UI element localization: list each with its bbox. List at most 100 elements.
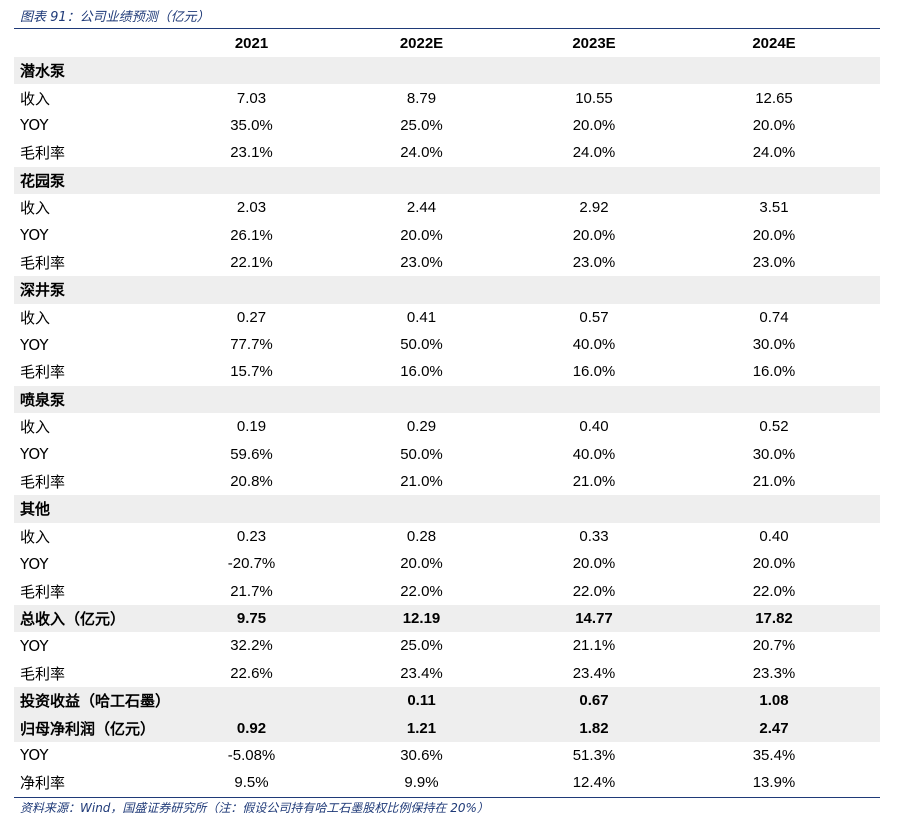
header-year-2024e: 2024E bbox=[752, 35, 796, 52]
value-cell: 35.0% bbox=[230, 116, 273, 134]
value-cell: 77.7% bbox=[230, 336, 273, 354]
value-cell: 1.08 bbox=[759, 692, 789, 710]
row-label: 收入 bbox=[20, 89, 51, 108]
value-cell: 20.0% bbox=[752, 555, 796, 573]
value-cell: 20.8% bbox=[230, 473, 273, 491]
value-cell: 21.1% bbox=[572, 637, 616, 655]
total-row: 投资收益（哈工石墨） 0.11 0.67 1.08 bbox=[14, 686, 880, 715]
value-cell: 40.0% bbox=[572, 445, 616, 463]
value-cell: 0.40 bbox=[579, 418, 609, 436]
forecast-table: 2021 2022E 2023E 2024E 潜水泵 收入 7.03 8.79 10.5… bbox=[14, 30, 880, 797]
table-row: 收入 0.27 0.41 0.57 0.74 bbox=[14, 304, 880, 331]
value-cell: 23.1% bbox=[230, 144, 273, 162]
bottom-rule bbox=[14, 797, 880, 798]
value-cell: 25.0% bbox=[400, 116, 443, 134]
value-cell: 0.19 bbox=[236, 418, 267, 436]
row-label: 投资收益（哈工石墨） bbox=[20, 692, 171, 711]
table-row: 收入 2.03 2.44 2.92 3.51 bbox=[14, 194, 880, 221]
value-cell: 22.0% bbox=[572, 582, 616, 600]
row-label: 毛利率 bbox=[20, 253, 66, 272]
section-row: 深井泵 bbox=[14, 276, 880, 304]
value-cell: 22.0% bbox=[400, 582, 443, 600]
value-cell: 22.1% bbox=[230, 253, 273, 271]
value-cell: 0.33 bbox=[579, 527, 609, 545]
value-cell: 0.29 bbox=[406, 418, 437, 436]
value-cell: 0.52 bbox=[759, 418, 789, 436]
value-cell: 35.4% bbox=[752, 746, 796, 764]
section-row: 潜水泵 bbox=[14, 57, 880, 85]
value-cell: 9.5% bbox=[234, 774, 269, 792]
value-cell: 14.77 bbox=[575, 610, 613, 627]
row-label: YOY bbox=[20, 335, 49, 354]
value-cell: 0.67 bbox=[579, 692, 609, 710]
value-cell: 12.4% bbox=[572, 774, 616, 792]
value-cell: 30.0% bbox=[752, 445, 796, 463]
table-row: 净利率 9.5% 9.9% 12.4% 13.9% bbox=[14, 769, 880, 796]
table-row: YOY 59.6% 50.0% 40.0% 30.0% bbox=[14, 440, 880, 467]
row-label: 花园泵 bbox=[20, 171, 66, 190]
value-cell: 21.7% bbox=[230, 582, 273, 600]
value-cell: 20.0% bbox=[752, 226, 796, 244]
row-label: 归母净利润（亿元） bbox=[20, 719, 156, 738]
value-cell: 13.9% bbox=[752, 774, 796, 792]
value-cell: 26.1% bbox=[230, 226, 273, 244]
row-label: 收入 bbox=[20, 418, 51, 437]
row-label: 深井泵 bbox=[20, 281, 66, 300]
total-row: 总收入（亿元） 9.75 12.19 14.77 17.82 bbox=[14, 604, 880, 633]
value-cell: 8.79 bbox=[406, 89, 437, 107]
value-cell: 0.40 bbox=[759, 527, 789, 545]
row-label: 毛利率 bbox=[20, 363, 66, 382]
value-cell: 17.82 bbox=[755, 610, 793, 627]
table-row: YOY 26.1% 20.0% 20.0% 20.0% bbox=[14, 221, 880, 248]
value-cell: 21.0% bbox=[752, 473, 796, 491]
value-cell: 23.4% bbox=[400, 664, 443, 682]
value-cell: 2.03 bbox=[236, 199, 267, 217]
value-cell: 0.28 bbox=[406, 527, 437, 545]
table-row: 收入 7.03 8.79 10.55 12.65 bbox=[14, 84, 880, 111]
value-cell: 7.03 bbox=[236, 89, 267, 107]
value-cell: 2.92 bbox=[579, 199, 609, 217]
row-label: 毛利率 bbox=[20, 473, 66, 492]
value-cell: 59.6% bbox=[230, 445, 273, 463]
table-row: YOY -5.08% 30.6% 51.3% 35.4% bbox=[14, 742, 880, 769]
value-cell: 23.0% bbox=[572, 253, 616, 271]
value-cell: 9.75 bbox=[236, 610, 267, 627]
row-label: 毛利率 bbox=[20, 664, 66, 683]
value-cell: 12.19 bbox=[402, 610, 441, 627]
value-cell: 16.0% bbox=[572, 363, 616, 381]
value-cell: 30.0% bbox=[752, 336, 796, 354]
row-label: YOY bbox=[20, 636, 49, 655]
value-cell: -5.08% bbox=[227, 746, 276, 764]
value-cell: 16.0% bbox=[752, 363, 796, 381]
row-label: 总收入（亿元） bbox=[20, 610, 126, 628]
row-label: YOY bbox=[20, 226, 49, 245]
value-cell: 20.0% bbox=[572, 555, 616, 573]
table-row: 毛利率 21.7% 22.0% 22.0% 22.0% bbox=[14, 577, 880, 604]
value-cell: 0.41 bbox=[406, 308, 437, 326]
table-row: YOY 77.7% 50.0% 40.0% 30.0% bbox=[14, 331, 880, 358]
row-label: YOY bbox=[20, 445, 49, 464]
value-cell: 0.23 bbox=[236, 527, 267, 545]
value-cell: 20.0% bbox=[400, 555, 443, 573]
table-row: 毛利率 15.7% 16.0% 16.0% 16.0% bbox=[14, 358, 880, 385]
value-cell: 1.21 bbox=[406, 719, 437, 737]
value-cell: 23.3% bbox=[752, 664, 796, 682]
section-row: 花园泵 bbox=[14, 166, 880, 194]
value-cell: 0.57 bbox=[579, 308, 609, 326]
value-cell: 22.0% bbox=[752, 582, 796, 600]
table-row: 毛利率 20.8% 21.0% 21.0% 21.0% bbox=[14, 468, 880, 495]
value-cell: 21.0% bbox=[400, 473, 443, 491]
value-cell: 20.0% bbox=[572, 226, 616, 244]
row-label: 收入 bbox=[20, 527, 51, 546]
figure-caption: 图表 91：公司业绩预测（亿元） bbox=[20, 10, 210, 25]
value-cell: 23.4% bbox=[572, 664, 616, 682]
value-cell: 0.74 bbox=[759, 308, 789, 326]
table-row: 收入 0.19 0.29 0.40 0.52 bbox=[14, 413, 880, 440]
value-cell: 25.0% bbox=[400, 637, 443, 655]
value-cell: 20.0% bbox=[752, 116, 796, 134]
total-row: 归母净利润（亿元） 0.92 1.21 1.82 2.47 bbox=[14, 714, 880, 742]
value-cell: 10.55 bbox=[575, 89, 613, 107]
value-cell: 24.0% bbox=[400, 144, 443, 162]
header-year-2021: 2021 bbox=[234, 35, 269, 52]
row-label: 收入 bbox=[20, 199, 51, 218]
